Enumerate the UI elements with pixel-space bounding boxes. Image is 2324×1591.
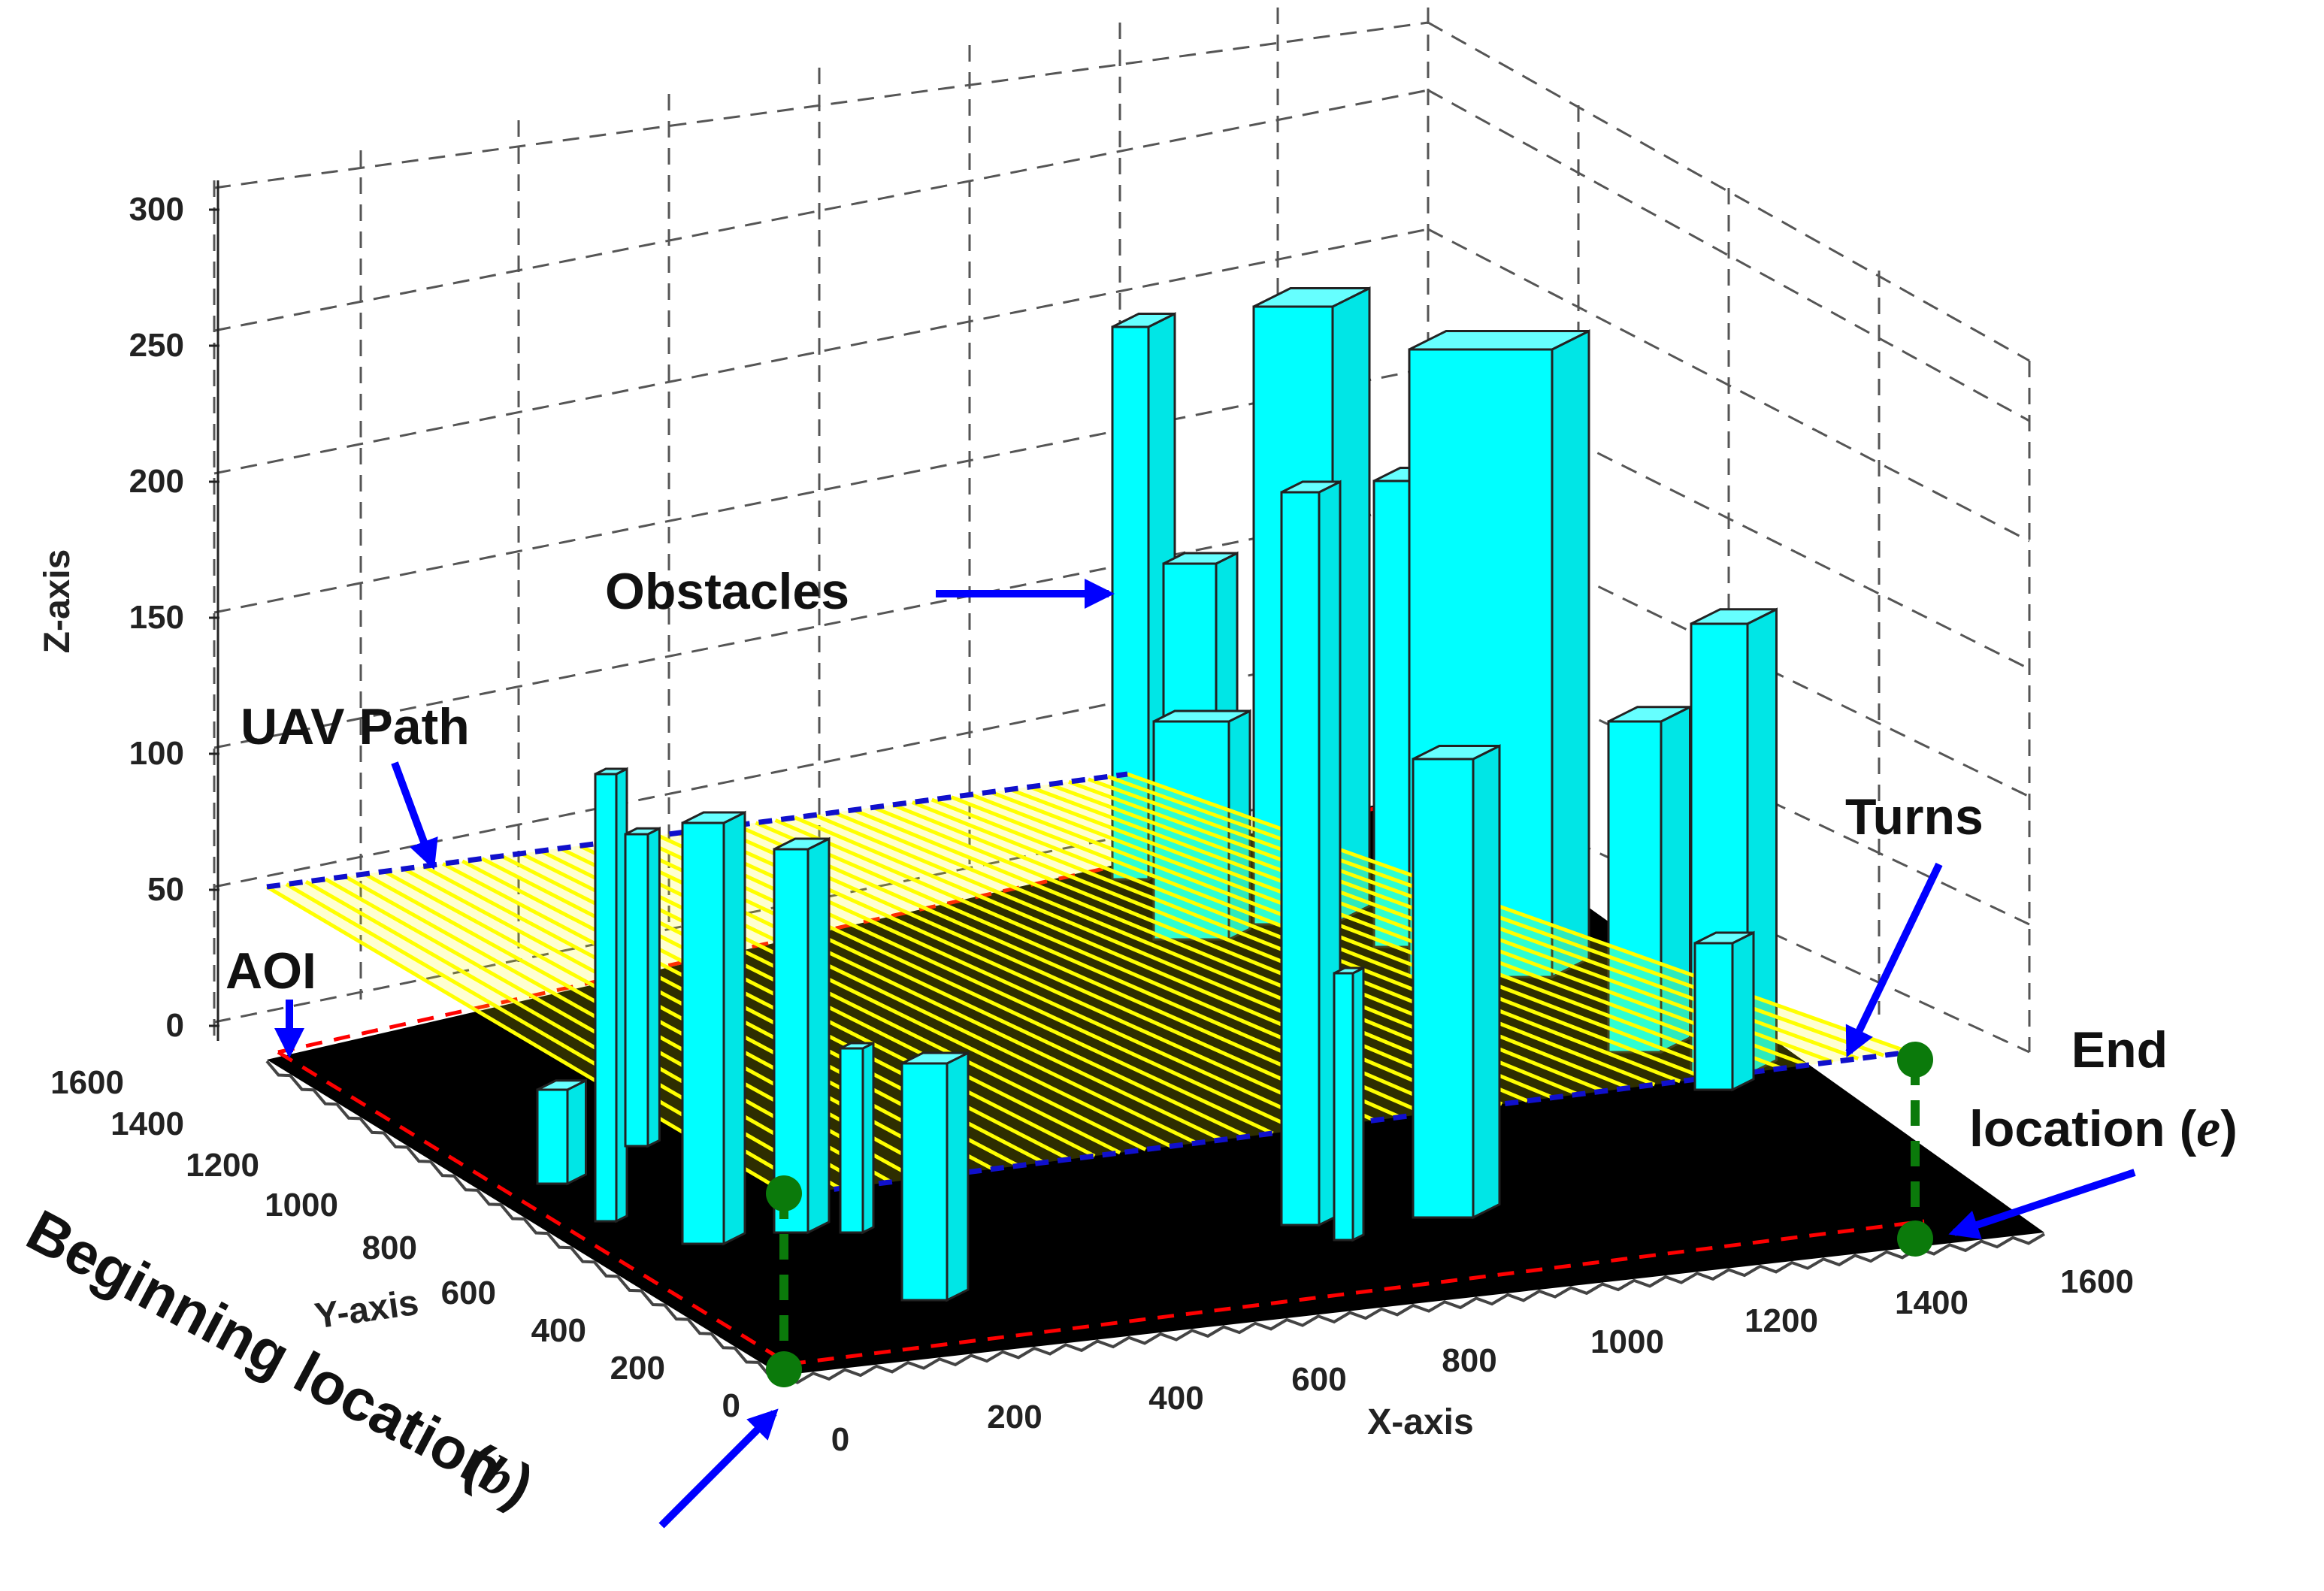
uav-path-sweep: [1029, 785, 1783, 1070]
y-tick-label: 400: [531, 1312, 586, 1349]
z-tick-label: 0: [166, 1007, 184, 1044]
ground-edge-left: [265, 1060, 782, 1378]
obstacle: [900, 1051, 970, 1302]
ground-edge-front: [781, 1233, 2046, 1384]
uav-path-sweep: [1127, 772, 1910, 1054]
svg-text:AOI: AOI: [225, 942, 316, 1000]
z-tick-label: 150: [129, 599, 184, 636]
z-tick-label: 200: [129, 463, 184, 500]
uav-path-sweep: [1009, 788, 1757, 1074]
obstacle: [839, 1041, 875, 1235]
z-axis-ticks: 0 50 100 150 200 250 300: [129, 191, 219, 1044]
obstacles-front: [536, 479, 1755, 1302]
annotation-end-location: End location (e): [1948, 1021, 2238, 1239]
obstacle: [1412, 744, 1501, 1220]
z-axis-label: Z-axis: [38, 549, 77, 654]
uav-path-sweep: [833, 810, 1529, 1103]
y-tick-label: 0: [722, 1387, 740, 1424]
obstacle: [536, 1078, 587, 1186]
svg-text:Beginning location: Beginning location: [17, 1196, 513, 1502]
y-tick-label: 600: [441, 1275, 496, 1311]
y-tick-label: 1000: [265, 1187, 338, 1223]
uav-path-sweep: [989, 790, 1732, 1077]
y-tick-label: 1600: [50, 1064, 124, 1101]
x-axis-ticks: 0 200 400 600 800 1000 1200 1400 1600: [831, 1263, 2134, 1458]
y-axis-label: Y-axis: [312, 1283, 421, 1337]
z-tick-label: 250: [129, 327, 184, 364]
y-tick-label: 800: [362, 1230, 417, 1266]
annotation-turns: Turns: [1845, 788, 1984, 1058]
obstacle: [681, 810, 746, 1246]
svg-text:End: End: [2071, 1021, 2168, 1078]
x-tick-label: 800: [1442, 1342, 1496, 1379]
uav-path-sweep: [304, 880, 841, 1190]
z-tick-label: 100: [129, 735, 184, 772]
svg-text:UAV Path: UAV Path: [241, 698, 470, 755]
y-tick-label: 1200: [186, 1147, 259, 1184]
obstacle: [773, 836, 831, 1235]
svg-text:Turns: Turns: [1845, 788, 1984, 845]
x-tick-label: 1600: [2060, 1263, 2134, 1300]
x-axis-label: X-axis: [1367, 1402, 1473, 1442]
uav-path-sweep: [559, 846, 1173, 1148]
obstacle: [1333, 966, 1365, 1242]
svg-text:location (e): location (e): [1969, 1098, 2238, 1158]
z-tick-label: 50: [147, 871, 184, 908]
uav-path-sweep: [813, 813, 1503, 1106]
obstacle: [594, 767, 628, 1223]
x-tick-label: 1400: [1895, 1284, 1968, 1321]
uav-path-sweep: [657, 833, 1300, 1132]
y-tick-label: 200: [610, 1350, 665, 1387]
annotation-aoi: AOI: [225, 942, 316, 1058]
x-tick-label: 600: [1291, 1361, 1346, 1398]
y-tick-label: 1400: [110, 1106, 184, 1142]
x-tick-label: 200: [987, 1399, 1042, 1435]
z-tick-label: 300: [129, 191, 184, 228]
start-marker: [766, 1175, 802, 1387]
x-tick-label: 1200: [1745, 1302, 1818, 1339]
x-tick-label: 1000: [1590, 1323, 1664, 1360]
obstacles-back: [1111, 286, 1778, 1077]
svg-text:Obstacles: Obstacles: [605, 563, 849, 620]
end-marker: [1897, 1042, 1933, 1257]
obstacle: [624, 826, 661, 1148]
annotation-obstacles: Obstacles: [605, 563, 1115, 620]
x-tick-label: 400: [1148, 1380, 1203, 1417]
x-tick-label: 0: [831, 1421, 849, 1458]
annotation-uav-path: UAV Path: [241, 698, 470, 870]
uav-path-sweep: [911, 800, 1630, 1090]
obstacle: [1693, 930, 1755, 1092]
obstacle: [1280, 479, 1342, 1227]
